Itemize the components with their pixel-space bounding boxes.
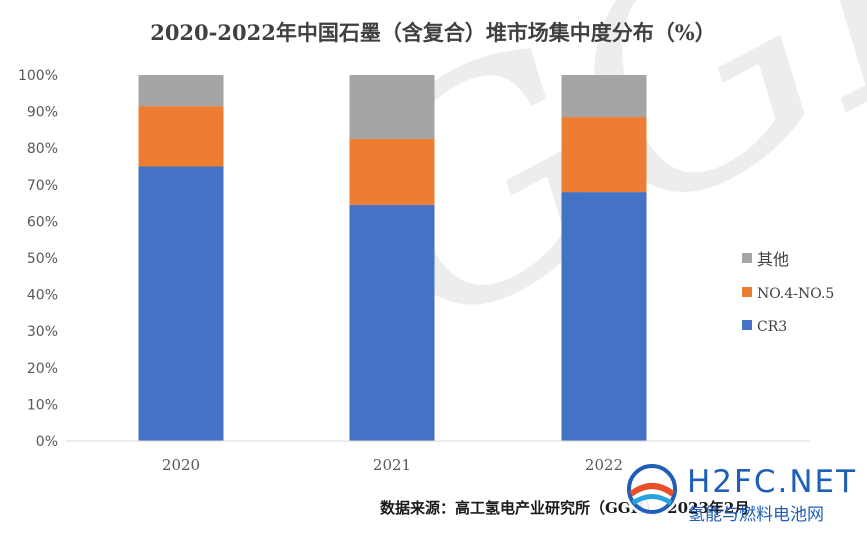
logo-brand-text: H2FC.NET — [687, 464, 857, 500]
y-tick-label: 20% — [27, 361, 58, 377]
legend-label-no4-no5: NO.4-NO.5 — [757, 286, 834, 302]
bar-2022-no-4-no-5 — [561, 117, 647, 193]
bar-2020-cr3 — [138, 166, 224, 441]
bar-2021-other — [349, 75, 435, 140]
y-tick-label: 0% — [36, 434, 58, 450]
legend-label-cr3: CR3 — [757, 319, 787, 335]
h2fc-logo: H2FC.NET 氢能与燃料电池网 — [624, 461, 857, 525]
bar-2020-other — [138, 75, 224, 107]
legend-swatch-no4-no5 — [742, 287, 752, 297]
y-tick-label: 60% — [27, 214, 58, 230]
bar-2020-no-4-no-5 — [138, 106, 224, 167]
y-tick-label: 80% — [27, 141, 58, 157]
y-tick-label: 10% — [27, 397, 58, 413]
chart-title: 2020-2022年中国石墨（含复合）堆市场集中度分布（%） — [150, 20, 716, 45]
plot-area — [138, 75, 647, 441]
legend-swatch-other — [742, 253, 752, 263]
legend-item-no4-no5: NO.4-NO.5 — [742, 286, 834, 302]
bar-2022-other — [561, 75, 647, 118]
x-tick-label: 2021 — [373, 456, 411, 474]
legend-label-other: 其他 — [757, 250, 789, 269]
x-tick-label: 2022 — [585, 456, 623, 474]
legend-item-cr3: CR3 — [742, 319, 787, 335]
x-tick-label: 2020 — [162, 456, 200, 474]
bar-2021-no-4-no-5 — [349, 139, 435, 205]
x-axis: 2020 2021 2022 — [162, 456, 623, 474]
legend: 其他 NO.4-NO.5 CR3 — [742, 250, 834, 335]
y-tick-label: 40% — [27, 288, 58, 304]
logo-emblem — [624, 461, 680, 517]
y-tick-label: 30% — [27, 324, 58, 340]
y-tick-label: 50% — [27, 251, 58, 267]
y-axis: 0% 10% 20% 30% 40% 50% 60% 70% 80% 90% 100% — [18, 68, 58, 450]
legend-item-other: 其他 — [742, 250, 789, 269]
y-tick-label: 100% — [18, 68, 58, 84]
legend-swatch-cr3 — [742, 320, 752, 330]
logo-tagline: 氢能与燃料电池网 — [688, 505, 824, 525]
bar-2021-cr3 — [349, 204, 435, 441]
y-tick-label: 90% — [27, 105, 58, 121]
y-tick-label: 70% — [27, 178, 58, 194]
bar-2022-cr3 — [561, 192, 647, 441]
